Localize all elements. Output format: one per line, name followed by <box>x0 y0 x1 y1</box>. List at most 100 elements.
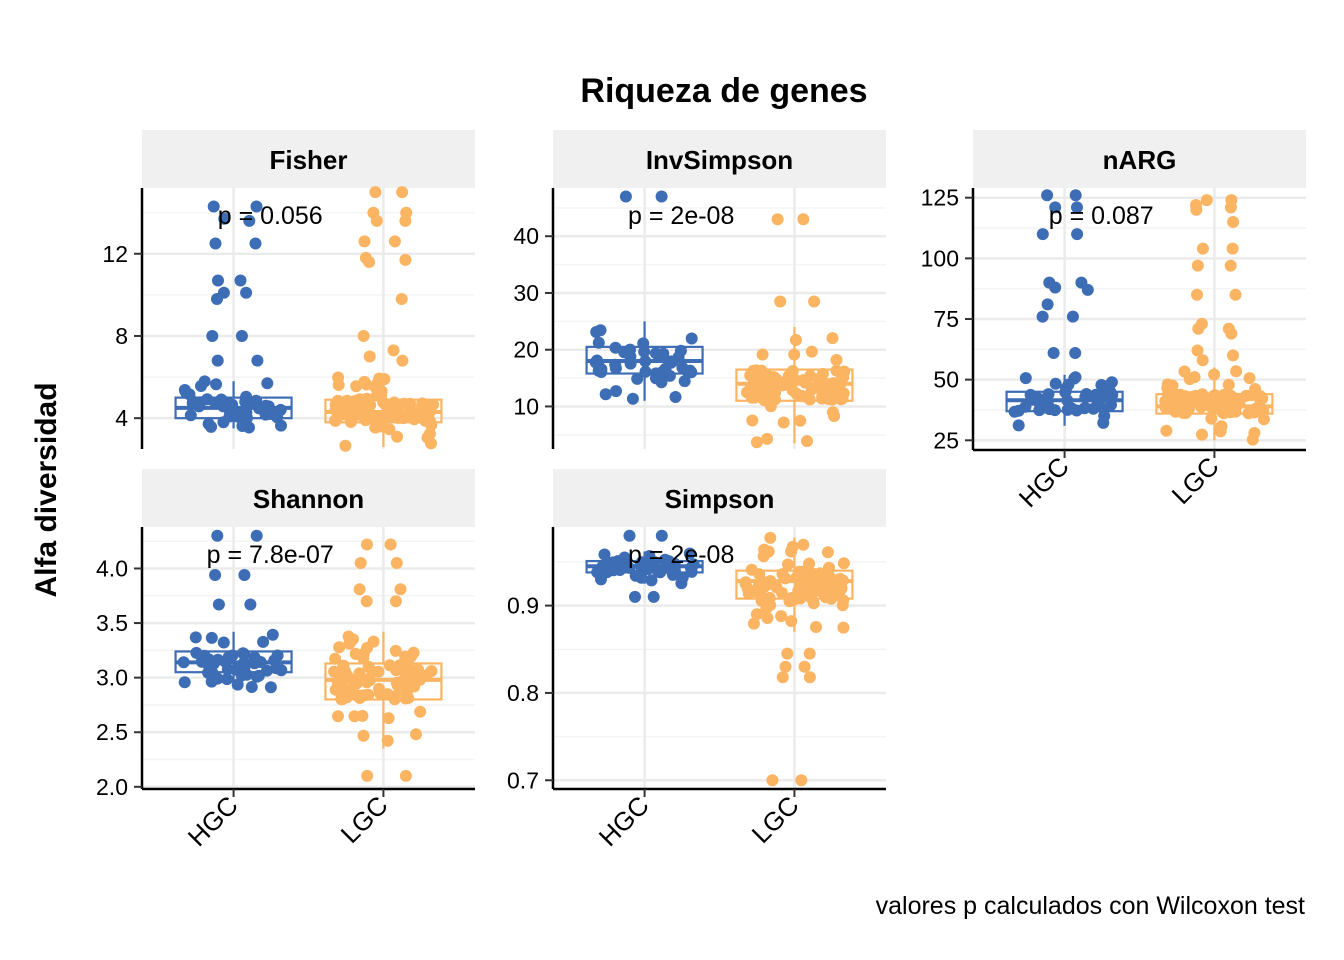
outlier-point <box>244 598 257 611</box>
data-point <box>221 673 233 686</box>
data-point <box>626 392 639 405</box>
data-point <box>1105 398 1117 411</box>
data-point <box>1059 386 1072 399</box>
outlier-point <box>1224 201 1237 214</box>
data-point <box>747 383 759 396</box>
data-point <box>797 538 810 551</box>
points-lgc <box>328 538 438 782</box>
points-hgc <box>1008 189 1119 432</box>
data-point <box>832 586 845 599</box>
data-point <box>777 416 790 429</box>
outlier-point <box>370 214 383 227</box>
y-tick-label: 3.0 <box>96 665 128 691</box>
outlier-point <box>808 295 821 308</box>
outlier-point <box>623 529 636 542</box>
data-point <box>639 355 652 368</box>
data-point <box>391 430 404 443</box>
box-hgc <box>174 200 293 434</box>
points-lgc <box>1159 194 1270 446</box>
caption: valores p calculados con Wilcoxon test <box>876 892 1305 920</box>
data-point <box>641 563 654 576</box>
panel-strip <box>142 469 475 527</box>
outlier-point <box>387 344 400 357</box>
y-tick-label: 75 <box>933 306 959 332</box>
data-point <box>803 393 816 406</box>
outlier-point <box>353 583 366 596</box>
data-point <box>1209 389 1221 402</box>
data-point <box>195 380 207 392</box>
outlier-point <box>795 774 808 787</box>
data-point <box>388 693 401 706</box>
outlier-point <box>1066 310 1079 323</box>
data-point <box>598 548 611 561</box>
y-tick-label: 2.0 <box>96 774 128 800</box>
data-point <box>238 648 251 661</box>
outlier-point <box>655 190 668 203</box>
data-point <box>1012 404 1025 417</box>
data-point <box>264 681 277 694</box>
data-point <box>217 416 230 429</box>
outlier-point <box>1196 354 1209 367</box>
data-point <box>781 558 794 571</box>
data-point <box>362 688 375 701</box>
p-value-label: p = 0.056 <box>218 202 323 230</box>
outlier-point <box>363 350 376 363</box>
outlier-point <box>211 354 224 367</box>
outlier-point <box>399 253 412 266</box>
chart-title: Riqueza de genes <box>580 72 867 110</box>
data-point <box>764 400 777 413</box>
data-point <box>687 558 700 571</box>
outlier-point <box>1225 327 1238 340</box>
outlier-point <box>363 256 376 268</box>
data-point <box>807 382 820 395</box>
data-point <box>398 397 410 410</box>
data-point <box>1196 388 1209 401</box>
data-point <box>826 332 839 345</box>
panel-strip-label: Fisher <box>269 145 347 175</box>
points-hgc <box>591 529 700 603</box>
data-point <box>381 734 394 747</box>
data-point <box>250 670 263 683</box>
box-lgc <box>324 186 443 452</box>
outlier-point <box>209 237 222 250</box>
outlier-point <box>384 538 397 551</box>
data-point <box>217 636 230 649</box>
data-point <box>193 400 205 413</box>
data-point <box>1106 388 1119 401</box>
data-point <box>610 385 622 398</box>
y-tick-label: 0.8 <box>507 680 539 706</box>
outlier-point <box>781 647 794 660</box>
data-point <box>769 386 782 399</box>
panels: Fisher 4 8 12 p = 0.056 InvSimpson 10 20 30 40 p =… <box>96 130 1306 852</box>
points-hgc <box>589 190 698 405</box>
data-point <box>656 350 669 363</box>
data-point <box>675 577 688 590</box>
outlier-point <box>394 583 407 596</box>
outlier-point <box>619 190 632 203</box>
data-point <box>1214 425 1227 438</box>
box-lgc <box>1155 194 1274 446</box>
data-point <box>332 379 345 391</box>
y-tick-label: 50 <box>933 367 959 393</box>
data-point <box>360 378 373 391</box>
y-tick-label: 30 <box>513 280 539 306</box>
data-point <box>414 705 427 718</box>
data-point <box>373 372 386 385</box>
data-point <box>209 396 222 409</box>
panel-invsimpson: InvSimpson 10 20 30 40 p = 2e-08 <box>513 130 886 449</box>
data-point <box>624 357 637 370</box>
data-point <box>333 641 346 654</box>
data-point <box>328 665 341 678</box>
outlier-point <box>1196 242 1209 255</box>
data-point <box>749 367 762 380</box>
y-tick-label: 12 <box>102 241 128 267</box>
outlier-point <box>776 671 789 684</box>
outlier-point <box>211 529 224 542</box>
data-point <box>606 560 619 573</box>
outlier-point <box>250 529 263 542</box>
data-point <box>229 663 242 676</box>
outlier-point <box>238 569 251 581</box>
data-point <box>401 689 413 702</box>
data-point <box>190 646 203 659</box>
data-point <box>794 414 807 427</box>
